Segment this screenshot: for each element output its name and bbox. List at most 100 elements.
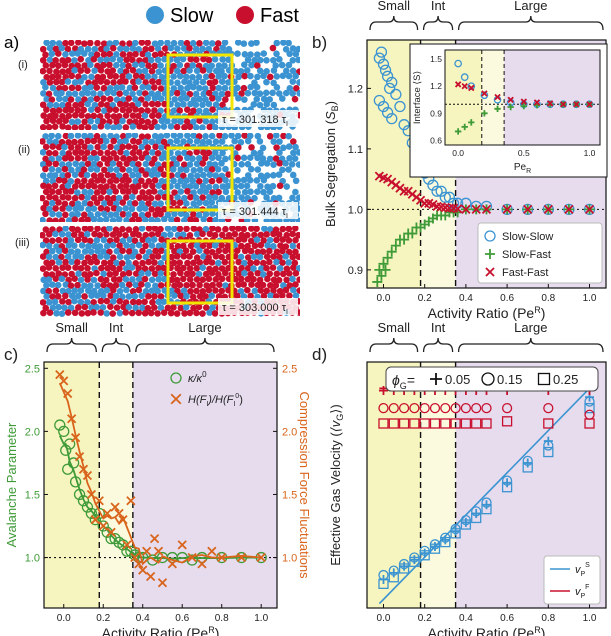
particle bbox=[164, 211, 172, 219]
particle bbox=[71, 183, 79, 190]
particle bbox=[170, 165, 177, 173]
particle bbox=[277, 242, 284, 249]
data-point bbox=[388, 402, 399, 414]
particle bbox=[123, 56, 130, 64]
data-point bbox=[501, 416, 513, 427]
particle bbox=[157, 304, 165, 311]
y-tick-label: 2.0 bbox=[25, 426, 40, 438]
particle bbox=[84, 216, 92, 222]
particle bbox=[48, 188, 56, 195]
data-point bbox=[501, 402, 513, 414]
particle bbox=[65, 90, 73, 98]
particle bbox=[238, 160, 245, 168]
particle bbox=[64, 264, 72, 271]
particle bbox=[100, 95, 107, 102]
particle bbox=[64, 78, 72, 85]
particle bbox=[87, 117, 94, 125]
particle bbox=[232, 67, 239, 75]
particle bbox=[90, 298, 97, 306]
particle bbox=[160, 123, 168, 130]
particle bbox=[58, 89, 65, 97]
particle bbox=[139, 247, 146, 255]
particle bbox=[218, 138, 226, 145]
particle bbox=[51, 123, 59, 130]
particle bbox=[171, 247, 178, 255]
particle bbox=[222, 96, 229, 103]
particle bbox=[195, 154, 203, 162]
particle bbox=[154, 123, 161, 130]
particle bbox=[256, 56, 264, 64]
particle bbox=[65, 194, 72, 201]
data-point bbox=[485, 249, 495, 259]
particle bbox=[266, 73, 274, 81]
particle bbox=[52, 150, 59, 157]
data-point bbox=[386, 112, 398, 125]
particle bbox=[55, 176, 63, 184]
data-point bbox=[64, 438, 76, 450]
particle bbox=[196, 259, 204, 266]
particle bbox=[237, 253, 245, 261]
particle bbox=[49, 40, 57, 47]
particle bbox=[58, 253, 65, 261]
data-point bbox=[443, 191, 456, 203]
data-point bbox=[485, 267, 495, 277]
particle bbox=[97, 309, 105, 316]
particle bbox=[91, 67, 98, 75]
data-point bbox=[481, 204, 492, 215]
particle bbox=[55, 247, 63, 255]
particle bbox=[64, 182, 72, 190]
particle bbox=[247, 292, 254, 300]
particle bbox=[122, 205, 130, 212]
particle bbox=[215, 73, 222, 80]
data-point bbox=[419, 402, 430, 414]
particle bbox=[154, 100, 162, 108]
particle bbox=[195, 178, 203, 185]
particle bbox=[104, 89, 111, 97]
particle bbox=[40, 90, 47, 97]
particle bbox=[106, 106, 114, 113]
particle bbox=[122, 89, 130, 97]
particle bbox=[67, 282, 75, 289]
particle bbox=[219, 183, 227, 190]
particle bbox=[218, 275, 226, 283]
particle bbox=[40, 67, 47, 75]
particle bbox=[112, 188, 120, 195]
particle bbox=[136, 122, 143, 130]
data-point bbox=[440, 418, 451, 429]
particle bbox=[136, 205, 143, 213]
particle bbox=[296, 90, 300, 97]
particle bbox=[151, 293, 158, 300]
particle bbox=[113, 51, 120, 58]
particle bbox=[49, 73, 56, 81]
particle bbox=[282, 160, 289, 167]
particle bbox=[174, 101, 181, 109]
particle bbox=[235, 258, 242, 266]
particle bbox=[247, 247, 255, 255]
data-point bbox=[256, 552, 266, 563]
legend-label: Slow-Fast bbox=[502, 249, 551, 261]
particle bbox=[289, 67, 297, 75]
particle bbox=[196, 40, 203, 47]
particle bbox=[64, 172, 72, 179]
particle bbox=[100, 281, 107, 289]
particle bbox=[86, 237, 94, 245]
particle bbox=[171, 210, 178, 218]
data-point bbox=[450, 528, 461, 539]
particle bbox=[110, 194, 118, 202]
particle bbox=[112, 73, 120, 80]
data-point bbox=[386, 76, 398, 88]
particle bbox=[157, 200, 164, 207]
particle bbox=[260, 271, 267, 278]
particle bbox=[253, 95, 261, 103]
particle bbox=[171, 282, 178, 289]
x-tick-label: 0.8 bbox=[215, 613, 229, 624]
particle bbox=[148, 112, 156, 120]
x-tick-label: 0.6 bbox=[500, 613, 514, 624]
particle bbox=[120, 303, 127, 311]
particle bbox=[42, 143, 50, 151]
particle bbox=[285, 166, 292, 173]
particle bbox=[183, 118, 191, 125]
particle bbox=[55, 188, 63, 196]
right-tick-label: 1.5 bbox=[282, 489, 297, 501]
particle bbox=[138, 211, 146, 219]
